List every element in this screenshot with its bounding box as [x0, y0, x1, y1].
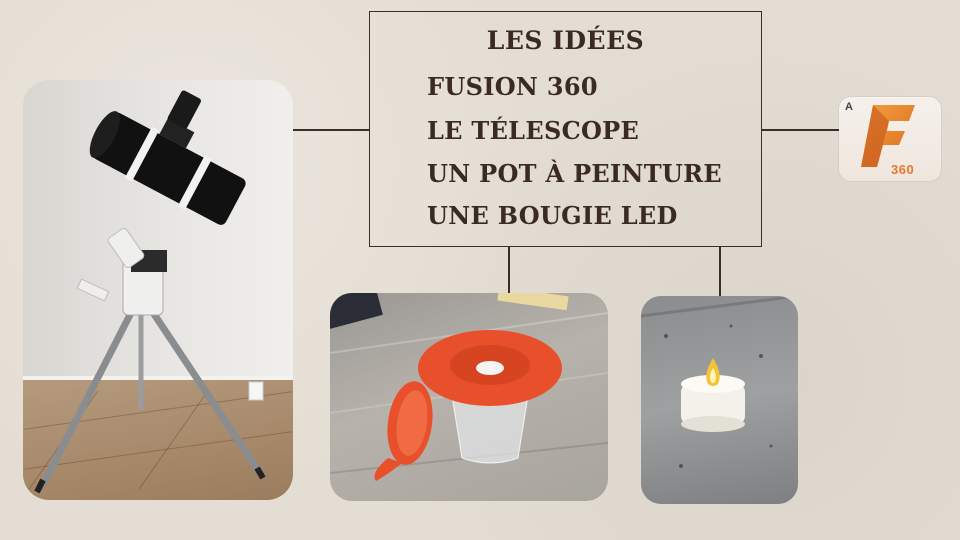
fusion-360-logo: A 360	[839, 97, 941, 181]
led-candle-icon	[641, 296, 798, 468]
telescope-photo	[23, 80, 293, 500]
slide-title: LES IDÉES	[486, 26, 645, 55]
idea-item: UN POT À PEINTURE	[427, 159, 722, 188]
fusion-f-icon	[861, 105, 915, 167]
connector-candle	[719, 247, 721, 296]
led-candle-photo	[641, 296, 798, 504]
connector-right	[762, 129, 840, 131]
ideas-box: LES IDÉES FUSION 360 LE TÉLESCOPE UN POT…	[369, 11, 762, 247]
idea-item: UNE BOUGIE LED	[427, 201, 678, 230]
paint-pot-photo	[330, 293, 608, 501]
paint-pot-icon	[330, 293, 608, 481]
idea-item: FUSION 360	[427, 72, 598, 101]
connector-pot	[508, 247, 510, 293]
autodesk-badge: A	[845, 101, 853, 113]
idea-item: LE TÉLESCOPE	[427, 116, 640, 145]
logo-number: 360	[891, 162, 915, 177]
connector-left	[293, 129, 369, 131]
telescope-icon	[34, 90, 266, 494]
